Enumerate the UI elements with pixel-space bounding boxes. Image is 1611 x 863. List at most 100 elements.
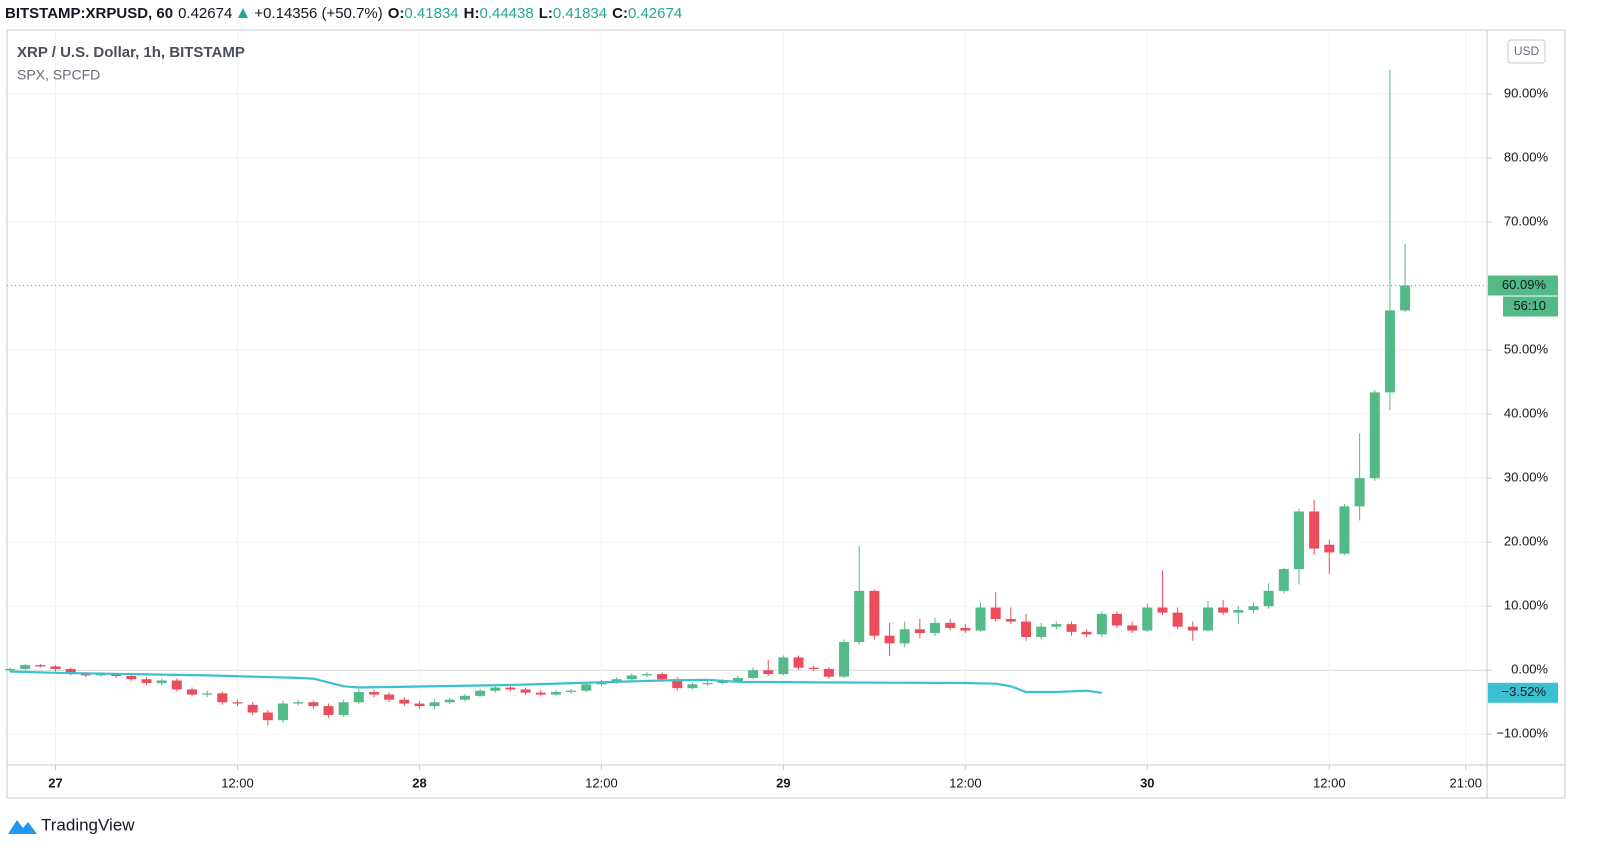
candle-body <box>930 622 941 634</box>
candle-body <box>384 694 395 700</box>
candle-body <box>1354 478 1365 507</box>
x-tick-label: 12:00 <box>221 775 254 790</box>
candle-body <box>505 687 516 690</box>
candle-body <box>1157 607 1168 613</box>
ohlc-low: L: 0.41834 <box>539 5 607 22</box>
candle-body <box>262 712 273 721</box>
candle-body <box>277 703 288 721</box>
candle-body <box>1036 626 1047 637</box>
candle-body <box>550 692 561 695</box>
up-arrow-icon <box>238 8 249 18</box>
x-tick-label: 30 <box>1140 775 1154 790</box>
y-tick-label: 50.00% <box>1504 342 1549 357</box>
x-tick-label: 12:00 <box>1313 775 1346 790</box>
candle-body <box>141 679 152 684</box>
candle-body <box>1233 610 1244 613</box>
compare-last-label: −3.52% <box>1502 684 1547 699</box>
countdown-label: 56:10 <box>1513 298 1546 313</box>
logo: TradingView <box>8 815 135 834</box>
x-tick-label: 27 <box>48 775 62 790</box>
x-tick-label: 12:00 <box>949 775 982 790</box>
candle-body <box>641 674 652 676</box>
ohlc-value: 0.41834 <box>552 4 608 22</box>
candle-body <box>854 590 865 643</box>
candle-body <box>1187 626 1198 631</box>
candle-body <box>687 684 698 689</box>
y-tick-label: 20.00% <box>1504 534 1549 549</box>
candle-body <box>1278 569 1289 591</box>
x-tick-label: 29 <box>776 775 790 790</box>
candle-body <box>1384 310 1395 393</box>
candle-body <box>1081 631 1092 635</box>
logo-text: TradingView <box>41 815 135 834</box>
candle-body <box>975 607 986 631</box>
candle-body <box>399 699 410 704</box>
candle-body <box>990 607 1001 620</box>
y-tick-label: 30.00% <box>1504 470 1549 485</box>
ohlc-open: O: 0.41834 <box>388 5 459 22</box>
y-tick-label: 90.00% <box>1504 85 1549 100</box>
candle-body <box>672 679 683 689</box>
ohlc-close: C: 0.42674 <box>612 5 682 22</box>
candle-body <box>368 692 379 695</box>
y-tick-label: −10.00% <box>1496 726 1548 741</box>
candle-body <box>459 695 470 700</box>
ohlc-high: H: 0.44438 <box>464 5 534 22</box>
candle-body <box>20 665 31 669</box>
ohlc-value: 0.42674 <box>627 4 683 22</box>
symbol-header: BITSTAMP:XRPUSD, 60 0.42674 +0.14356 (+5… <box>5 2 682 24</box>
x-tick-label: 21:00 <box>1449 775 1482 790</box>
ohlc-value: 0.44438 <box>479 4 534 22</box>
candle-body <box>1263 590 1274 607</box>
candle-body <box>232 702 243 704</box>
candle-body <box>869 590 880 636</box>
candle-body <box>35 665 46 667</box>
candle-body <box>293 702 304 704</box>
y-tick-label: 70.00% <box>1504 214 1549 229</box>
currency-label[interactable]: USD <box>1514 44 1540 58</box>
candle-body <box>1112 613 1122 626</box>
candle-body <box>1248 606 1259 611</box>
candle-body <box>945 622 956 628</box>
ohlc-label: C: <box>612 4 628 22</box>
candle-body <box>1021 621 1032 637</box>
candle-body <box>65 668 76 675</box>
candle-body <box>899 629 910 644</box>
candle-body <box>323 706 334 716</box>
candle-body <box>793 657 804 668</box>
candle-body <box>1096 613 1107 635</box>
candle-body <box>839 642 850 677</box>
candle-body <box>1324 544 1335 553</box>
candle-body <box>823 668 834 677</box>
x-tick-label: 28 <box>412 775 426 790</box>
candle-body <box>490 687 501 691</box>
ohlc-value: 0.41834 <box>404 4 459 22</box>
candle-body <box>308 702 319 707</box>
y-tick-label: 0.00% <box>1511 662 1548 677</box>
y-tick-label: 40.00% <box>1504 406 1549 421</box>
plot <box>5 69 1487 726</box>
candle-body <box>520 689 531 693</box>
compare-legend: SPX, SPCFD <box>17 67 100 83</box>
candle-body <box>732 677 743 682</box>
candle-body <box>338 702 349 716</box>
x-tick-label: 12:00 <box>585 775 618 790</box>
last-price-label: 60.09% <box>1502 277 1547 292</box>
candle-body <box>444 699 455 703</box>
y-tick-label: 10.00% <box>1504 598 1549 613</box>
candle-body <box>429 702 440 707</box>
currency-button[interactable] <box>1507 39 1546 64</box>
candle-body <box>884 635 895 644</box>
candle-body <box>80 674 91 676</box>
series-legend: XRP / U.S. Dollar, 1h, BITSTAMP <box>17 44 245 61</box>
candle-body <box>1127 625 1138 631</box>
candle-body <box>808 667 819 669</box>
candle-body <box>1142 607 1153 631</box>
candle-body <box>50 666 61 669</box>
candle-body <box>111 674 122 677</box>
candle-body <box>611 679 622 682</box>
candle-body <box>748 670 759 678</box>
candle-body <box>1369 392 1380 479</box>
candle-body <box>1293 511 1304 570</box>
